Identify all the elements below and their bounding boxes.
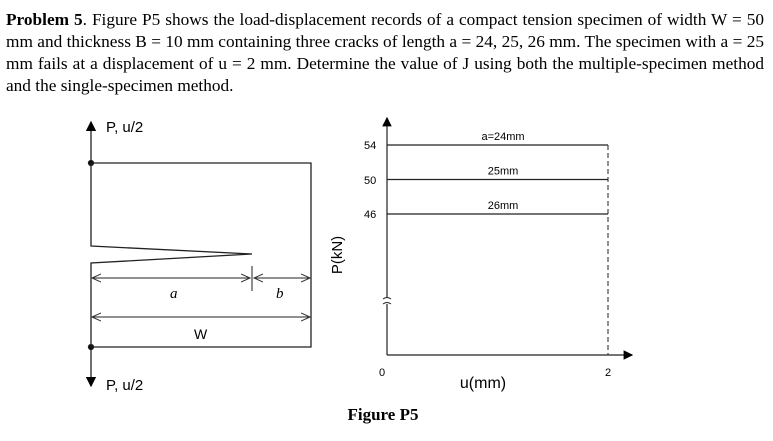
w-label: W bbox=[194, 326, 208, 342]
load-displacement-chart: a=24mm 25mm 26mm P(kN) u(mm) 0 2 54 50 46 bbox=[329, 116, 634, 392]
axis-break-icon bbox=[382, 297, 392, 305]
specimen-outline bbox=[90, 162, 312, 348]
x-tick-2: 2 bbox=[605, 367, 611, 379]
problem-label: Problem 5 bbox=[6, 10, 83, 29]
figure-caption: Figure P5 bbox=[348, 405, 419, 424]
problem-statement: Problem 5. Figure P5 shows the load-disp… bbox=[6, 9, 764, 97]
series-label-0: a=24mm bbox=[481, 131, 524, 143]
axis-break-gap bbox=[383, 298, 391, 304]
x-axis-label: u(mm) bbox=[460, 375, 506, 392]
b-label: b bbox=[276, 286, 284, 302]
problem-text: . Figure P5 shows the load-displacement … bbox=[6, 10, 764, 95]
series-label-2: 26mm bbox=[488, 200, 519, 212]
y-axis-label: P(kN) bbox=[329, 236, 346, 274]
y-tick-50: 50 bbox=[364, 175, 376, 187]
series-label-1: 25mm bbox=[488, 166, 519, 178]
y-tick-54: 54 bbox=[364, 140, 376, 152]
a-label: a bbox=[170, 286, 178, 302]
specimen-diagram bbox=[85, 120, 312, 388]
bottom-load-label: P, u/2 bbox=[106, 377, 143, 394]
y-tick-46: 46 bbox=[364, 209, 376, 221]
x-tick-0: 0 bbox=[379, 367, 385, 379]
top-load-label: P, u/2 bbox=[106, 119, 143, 136]
